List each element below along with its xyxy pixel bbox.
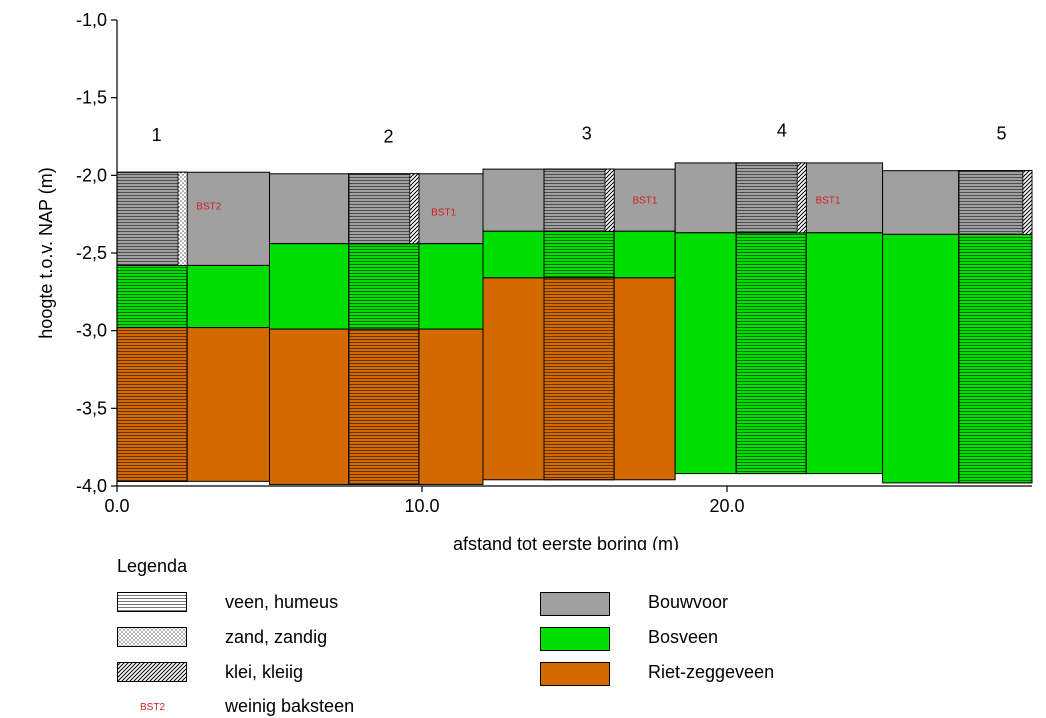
legend-label: veen, humeus bbox=[225, 592, 339, 612]
x-tick-label: 10.0 bbox=[404, 496, 439, 516]
peat-hatch-overlay bbox=[735, 162, 807, 234]
layer-bosveen bbox=[418, 243, 484, 330]
layer-bouwvoor bbox=[269, 173, 350, 245]
bst-symbol: BST2 bbox=[140, 702, 166, 713]
boring-label: 3 bbox=[582, 124, 592, 144]
layer-bosveen bbox=[674, 232, 737, 475]
layer-bosveen bbox=[613, 230, 676, 279]
layer-bosveen bbox=[805, 232, 884, 475]
legend-label: klei, kleiig bbox=[225, 662, 304, 682]
bst-label: BST1 bbox=[632, 195, 657, 206]
clay-strip bbox=[409, 173, 420, 245]
layer-bouwvoor bbox=[805, 162, 884, 234]
boring-label: 4 bbox=[777, 121, 787, 141]
peat-hatch-overlay bbox=[348, 243, 420, 330]
peat-hatch-overlay bbox=[116, 171, 188, 266]
bouwvoor-swatch bbox=[540, 592, 610, 616]
y-tick-label: -1,5 bbox=[76, 88, 107, 108]
layer-riet-zeggeveen bbox=[482, 277, 545, 481]
peat-hatch-overlay bbox=[116, 327, 188, 482]
layer-bouwvoor bbox=[882, 170, 960, 235]
layer-bouwvoor bbox=[674, 162, 737, 234]
layer-bouwvoor bbox=[482, 168, 545, 232]
legend-label: Bosveen bbox=[648, 627, 719, 647]
riet-zeggeveen-swatch bbox=[540, 662, 610, 686]
boring-label: 5 bbox=[996, 124, 1006, 144]
legend-title: Legenda bbox=[117, 556, 188, 576]
bst-label: BST1 bbox=[815, 195, 840, 206]
legend-label: zand, zandig bbox=[225, 627, 328, 647]
cross-section-chart: -1,0-1,5-2,0-2,5-3,0-3,5-4,00.0 10.0 20.0 … bbox=[36, 10, 1033, 550]
y-axis-label: hoogte t.o.v. NAP (m) bbox=[36, 167, 56, 338]
peat-hatch-overlay bbox=[116, 264, 188, 329]
peat-hatch-overlay bbox=[735, 232, 807, 475]
y-tick-label: -2,5 bbox=[76, 243, 107, 263]
y-tick-label: -1,0 bbox=[76, 10, 107, 30]
layer-bosveen bbox=[882, 233, 960, 484]
sand-strip bbox=[177, 171, 188, 266]
peat-hatch-overlay bbox=[543, 277, 615, 481]
x-tick-label: 0.0 bbox=[104, 496, 129, 516]
layer-bouwvoor bbox=[186, 171, 270, 266]
diagonal-pattern-swatch bbox=[117, 662, 187, 682]
legend-label: Bouwvoor bbox=[648, 592, 729, 612]
peat-hatch-overlay bbox=[958, 233, 1033, 484]
peat-hatch-overlay bbox=[958, 170, 1033, 235]
clay-strip bbox=[604, 168, 615, 232]
peat-hatch-overlay bbox=[543, 230, 615, 279]
dots-pattern-swatch bbox=[117, 627, 187, 647]
clay-strip bbox=[796, 162, 807, 234]
boring-label: 2 bbox=[383, 127, 393, 147]
hlines-pattern-swatch bbox=[117, 592, 187, 612]
peat-hatch-overlay bbox=[543, 168, 615, 232]
y-tick-label: -2,0 bbox=[76, 165, 107, 185]
bosveen-swatch bbox=[540, 627, 610, 651]
layer-riet-zeggeveen bbox=[269, 328, 350, 485]
layer-riet-zeggeveen bbox=[613, 277, 676, 481]
legend-label: weinig baksteen bbox=[225, 696, 355, 716]
y-tick-label: -4,0 bbox=[76, 476, 107, 496]
bst-label: BST2 bbox=[196, 202, 221, 213]
layer-bosveen bbox=[269, 243, 350, 330]
x-axis-label: afstand tot eerste boring (m) bbox=[453, 534, 679, 550]
peat-hatch-overlay bbox=[348, 173, 420, 245]
x-tick-label: 20.0 bbox=[709, 496, 744, 516]
boring-label: 1 bbox=[152, 125, 162, 145]
layer-bosveen bbox=[482, 230, 545, 279]
peat-hatch-overlay bbox=[348, 328, 420, 485]
bst-label: BST1 bbox=[431, 208, 456, 219]
layer-bosveen bbox=[186, 264, 270, 329]
legend-label: Riet-zeggeveen bbox=[648, 662, 775, 682]
y-tick-label: -3,5 bbox=[76, 398, 107, 418]
y-tick-label: -3,0 bbox=[76, 321, 107, 341]
layer-riet-zeggeveen bbox=[418, 328, 484, 485]
layer-riet-zeggeveen bbox=[186, 327, 270, 482]
clay-strip bbox=[1022, 170, 1033, 235]
